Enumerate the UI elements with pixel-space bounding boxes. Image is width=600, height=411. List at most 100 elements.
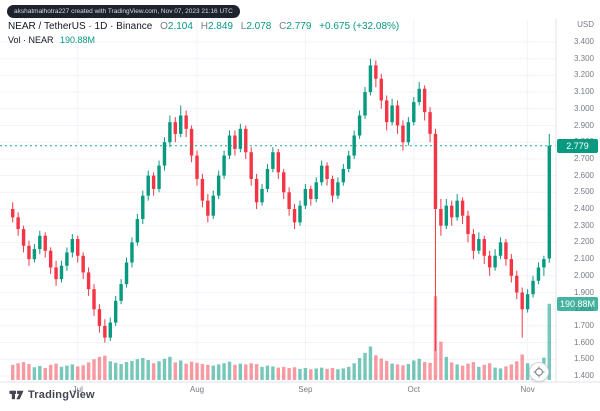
candle-body — [92, 289, 96, 310]
volume-bar — [466, 363, 470, 380]
candle-body — [347, 155, 351, 169]
candle-body — [487, 255, 492, 268]
volume-bar — [303, 368, 308, 380]
volume-bar — [48, 364, 53, 380]
candle-body — [200, 178, 205, 201]
legend-row-symbol: NEAR / TetherUS · 1D · Binance O2.104 H2… — [8, 21, 399, 32]
candle-body — [54, 267, 58, 280]
ohlc-high-label: H — [200, 21, 208, 32]
volume-bar — [108, 361, 112, 380]
candle-body — [336, 182, 340, 196]
candle-body — [124, 262, 129, 285]
volume-bar — [368, 346, 373, 380]
volume-bar — [374, 355, 378, 380]
candle-body — [141, 195, 145, 220]
last-price-badge: 2.779 — [557, 138, 598, 153]
candle-body — [406, 122, 411, 143]
volume-bar — [86, 362, 91, 380]
candle-body — [417, 88, 421, 103]
volume-bar — [184, 363, 188, 380]
volume-indicator-value: 190.88M — [60, 35, 96, 45]
candle-body — [341, 168, 346, 183]
volume-bar — [330, 368, 335, 380]
candle-body — [319, 165, 324, 183]
candle-body — [65, 252, 69, 266]
symbol-title[interactable]: NEAR / TetherUS · 1D · Binance — [8, 21, 153, 32]
volume-bar — [151, 363, 156, 380]
volume-bar — [244, 364, 248, 380]
volume-bar — [444, 356, 449, 380]
ohlc-open-value: 2.104 — [167, 21, 193, 32]
candle-body — [119, 284, 123, 301]
volume-bar — [200, 364, 205, 380]
time-axis-label: Jul — [72, 385, 83, 394]
candle-body — [504, 242, 508, 260]
volume-bar — [347, 366, 351, 380]
volume-bar — [195, 362, 199, 380]
candle-body — [48, 250, 53, 268]
candle-body — [498, 242, 503, 256]
tradingview-logo-icon — [9, 390, 24, 400]
candle-body — [11, 209, 15, 218]
volume-bar — [146, 360, 150, 380]
candle-body — [325, 165, 329, 179]
candle-body — [238, 128, 243, 149]
volume-bar — [265, 365, 270, 380]
tradingview-logo-text: TradingView — [28, 388, 95, 401]
candle-body — [173, 122, 178, 134]
volume-bar — [157, 361, 161, 380]
volume-bar — [325, 368, 329, 380]
candle-body — [428, 112, 432, 134]
tradingview-logo[interactable]: TradingView — [9, 387, 95, 402]
candle-body — [536, 267, 541, 281]
candle-body — [265, 168, 270, 189]
volume-bar — [135, 359, 140, 380]
volume-bar — [103, 355, 107, 380]
volume-bar — [16, 363, 20, 380]
volume-bar — [417, 358, 421, 380]
volume-bar — [130, 360, 134, 380]
candle-body — [97, 309, 102, 326]
candle-body — [374, 65, 378, 79]
volume-bar — [227, 361, 232, 380]
legend-row-volume: Vol · NEAR 190.88M — [8, 35, 399, 45]
volume-bar — [379, 358, 383, 380]
candle-body — [157, 165, 161, 189]
candle-body — [32, 249, 37, 260]
volume-bar — [515, 361, 519, 380]
candle-body — [146, 175, 150, 196]
volume-bar — [401, 365, 405, 380]
volume-bar — [113, 362, 118, 380]
candle-body — [70, 239, 75, 253]
candle-body — [450, 205, 454, 218]
volume-bar — [21, 362, 26, 380]
candle-body — [168, 122, 172, 143]
crosshair-target-button[interactable] — [529, 362, 549, 382]
volume-bar — [509, 364, 514, 380]
candle-body — [303, 188, 308, 206]
volume-bar — [119, 364, 123, 380]
candle-body — [460, 200, 465, 216]
ohlc-high-value: 2.849 — [207, 21, 233, 32]
candle-body — [130, 242, 134, 263]
candle-body — [282, 172, 286, 193]
volume-bar — [439, 341, 443, 380]
candle-body — [542, 259, 546, 268]
candle-body — [43, 235, 47, 251]
candle-body — [493, 255, 497, 268]
time-axis[interactable]: Jul Aug Sep Oct Nov — [0, 382, 600, 411]
volume-bar — [319, 367, 324, 380]
volume-bar — [390, 363, 394, 380]
volume-indicator-label[interactable]: Vol · NEAR — [8, 35, 54, 45]
volume-bar — [276, 367, 280, 380]
volume-bar — [38, 366, 42, 380]
candle-body — [38, 235, 42, 250]
candle-body — [113, 300, 118, 323]
volume-bar — [292, 367, 297, 380]
candle-body — [184, 115, 188, 129]
candle-body — [433, 133, 438, 209]
volume-bar — [482, 364, 486, 380]
attribution-badge: akshatmalhotra227 created with TradingVi… — [7, 5, 240, 18]
candle-body — [271, 152, 275, 169]
